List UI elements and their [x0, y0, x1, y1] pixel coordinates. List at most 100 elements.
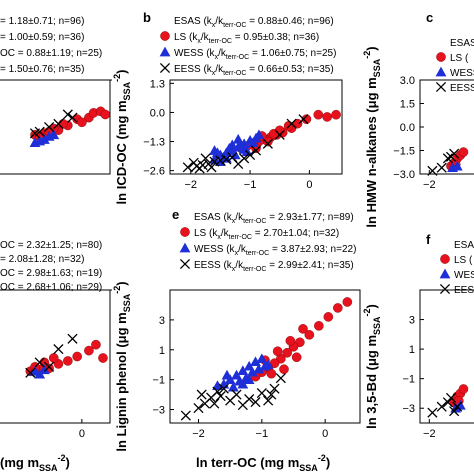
legend-value: = 0.66±0.53; n=35) — [246, 64, 333, 75]
data-point-eess-stroke-2 — [449, 406, 460, 417]
y-axis-label-sub: SSA — [122, 81, 132, 100]
data-point-eess — [266, 389, 277, 400]
data-point-eess-stroke-2 — [231, 389, 242, 400]
y-axis-label-close: ) — [364, 304, 379, 308]
y-axis-label-text: ln 3,5-Bd (μg m — [364, 335, 379, 429]
data-point-eess-stroke-2 — [262, 138, 273, 149]
y-axis-label-sup: -2 — [112, 74, 122, 82]
data-point-wess — [243, 374, 255, 384]
data-point-eess — [298, 114, 309, 125]
legend-entry: = 2.08±1.28; n=32) — [0, 254, 84, 265]
data-point-eess — [449, 148, 460, 159]
data-point-ls — [285, 336, 296, 346]
legend-entry: LS (kx/kterr-OC = 0.95±0.38; n=36) — [174, 32, 319, 45]
legend-marker-ls — [436, 52, 446, 62]
data-point-wess — [256, 353, 268, 364]
legend-sub-terr: terr-OC — [246, 250, 269, 257]
data-point-eess-stroke-2 — [286, 118, 297, 129]
panel-a: = 1.18±0.71; n=96) = 1.00±0.59; n=36) OC =… — [0, 16, 111, 175]
legend-entry: ESAS — [454, 240, 474, 251]
data-point-ls — [458, 147, 469, 157]
legend-value: = 2.70±1.04; n=32) — [252, 228, 339, 239]
data-point-wess — [451, 160, 463, 171]
y-axis-label-close: ) — [114, 281, 129, 285]
legend-sub-x: x — [235, 250, 239, 257]
y-tick-label: 0.0 — [400, 122, 415, 134]
legend-marker-eess — [435, 81, 447, 93]
data-point-wess — [38, 134, 50, 144]
y-axis-label-text: ln HMW n-alkanes (μg m — [364, 77, 379, 227]
data-point-ls — [322, 112, 332, 122]
data-point-eess-stroke-2 — [34, 357, 45, 368]
data-point-eess — [67, 112, 78, 123]
data-point-eess — [442, 397, 453, 408]
legend-sub-terr: terr-OC — [226, 54, 249, 61]
data-point-eess — [231, 389, 242, 400]
y-axis-label: ln Lignin phenol (μg mSSA-2) — [112, 281, 132, 451]
data-point-ls — [458, 384, 469, 394]
panel-letter: c — [426, 10, 433, 25]
data-point-ls — [282, 347, 292, 358]
data-point-eess-stroke-2 — [67, 333, 78, 344]
legend-marker-wess — [439, 268, 451, 279]
panel-f: −2 −3 −1 1 3 ln 3,5-Bd (μg mSSA-2) f ESAS LS (WE… — [362, 232, 474, 440]
legend-entry: WESS — [450, 68, 474, 79]
panel-d: 0 OC = 2.32±1.25; n=80) = 2.08±1.28; n=32)… — [0, 240, 111, 440]
data-point-eess-stroke-2 — [445, 392, 457, 403]
legend-entry: OC = 2.68±1.06; n=29) — [0, 282, 102, 293]
data-point-eess — [449, 406, 460, 417]
data-point-wess — [226, 139, 238, 150]
panel-letter: e — [172, 207, 179, 222]
legend-stat: (k — [223, 244, 235, 255]
y-tick-label: −1 — [152, 375, 165, 387]
data-point-eess-stroke-2 — [427, 165, 438, 176]
data-point-ls — [58, 119, 68, 129]
legend-name: ESAS — [454, 240, 474, 251]
data-point-eess — [218, 383, 229, 394]
data-point-eess-stroke-2 — [227, 152, 238, 163]
legend-entry: LS ( — [450, 53, 469, 64]
legend-stat: (k — [221, 260, 233, 271]
legend-sub-x: x — [212, 70, 216, 77]
data-point-wess — [209, 145, 220, 155]
legend-entry: ESAS — [450, 38, 474, 49]
data-point-eess — [427, 165, 438, 176]
legend-marker-ls — [440, 254, 450, 264]
legend-value: = 0.95±0.38; n=36) — [232, 32, 319, 43]
data-point-eess-stroke-2 — [212, 386, 223, 397]
legend-entry: EESS — [454, 285, 474, 296]
legend: ESAS LS (WESS EESS — [435, 38, 474, 94]
y-tick-label: −2.6 — [143, 166, 165, 178]
legend-sep: /k — [215, 64, 224, 75]
legend-name: ESAS — [450, 38, 474, 49]
legend-marker-ls — [160, 31, 170, 41]
data-point-eess-stroke-2 — [200, 153, 211, 164]
data-point-eess — [200, 153, 211, 164]
x-tick-label: −2 — [192, 428, 205, 440]
data-point-ls — [48, 353, 59, 363]
data-point-eess — [29, 128, 41, 139]
data-point-ls — [84, 345, 94, 356]
legend-marker-wess — [159, 46, 171, 57]
legend-value: = 2.93±1.77; n=89) — [266, 212, 353, 223]
data-point-eess-stroke-2 — [194, 163, 205, 174]
data-point-ls — [333, 303, 343, 313]
data-point-wess — [29, 137, 41, 147]
data-point-eess — [53, 344, 64, 355]
legend-entry: LS (kx/kterr-OC = 2.70±1.04; n=32) — [194, 228, 339, 241]
figure-panels: = 1.18±0.71; n=96) = 1.00±0.59; n=36) OC =… — [0, 10, 474, 452]
y-tick-label: 3.0 — [400, 75, 415, 87]
data-point-eess-stroke-2 — [44, 361, 55, 372]
legend-value: = 3.87±2.93; n=22) — [269, 244, 356, 255]
y-tick-label: −3 — [402, 403, 415, 415]
data-point-eess-stroke-2 — [263, 395, 274, 406]
data-point-eess-stroke-2 — [244, 394, 255, 405]
data-point-eess-stroke-2 — [250, 397, 261, 408]
data-point-eess-stroke-2 — [442, 397, 453, 408]
plot-frame — [169, 79, 343, 175]
legend-name: ESAS — [194, 212, 221, 223]
data-point-eess — [34, 357, 45, 368]
legend-sub-x: x — [217, 234, 221, 241]
shared-xlabel-close: ) — [326, 455, 330, 470]
